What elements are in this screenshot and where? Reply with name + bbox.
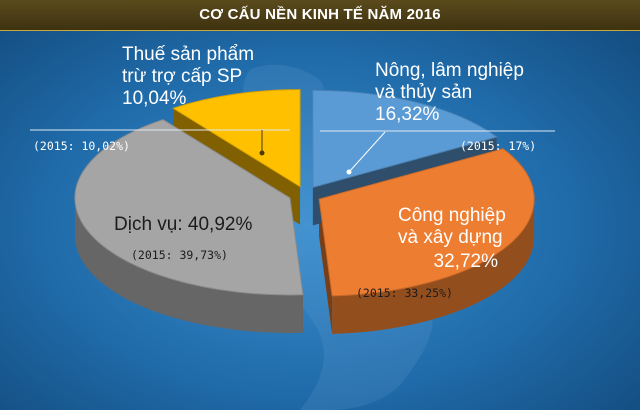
slice-value-cong: 32,72% bbox=[433, 251, 498, 272]
slice-value-nong: 16,32% bbox=[375, 104, 440, 125]
slice-name-thue-2: trừ trợ cấp SP bbox=[122, 66, 243, 87]
pie-side-dich bbox=[74, 197, 303, 333]
pie-slice-nong bbox=[312, 89, 498, 188]
pointer-line-nong bbox=[348, 131, 386, 173]
slice-label-cong: Công nghiệp và xây dựng bbox=[398, 205, 506, 249]
chart-title: CƠ CẤU NỀN KINH TẾ NĂM 2016 bbox=[199, 6, 441, 23]
slice-name-nong-2: và thủy sản bbox=[375, 82, 473, 103]
slice-name-cong-1: Công nghiệp bbox=[398, 205, 506, 226]
header-bar: CƠ CẤU NỀN KINH TẾ NĂM 2016 bbox=[0, 0, 640, 31]
slice-name-cong-2: và xây dựng bbox=[398, 227, 503, 248]
pie-slice-cong bbox=[318, 148, 535, 297]
slice-name-thue-1: Thuế sản phẩm bbox=[122, 44, 255, 65]
pie-slice-dich bbox=[74, 119, 304, 296]
prev-value-cong: (2015: 33,25%) bbox=[356, 286, 453, 300]
slice-label-thue: Thuế sản phẩm trừ trợ cấp SP 10,04% bbox=[122, 44, 254, 110]
prev-value-thue: (2015: 10,02%) bbox=[33, 139, 130, 153]
slice-name-nong-1: Nông, lâm nghiệp bbox=[375, 60, 524, 81]
slice-label-dich: Dịch vụ: 40,92% bbox=[114, 214, 253, 235]
slice-value-thue: 10,04% bbox=[122, 88, 187, 109]
pie-side-cong bbox=[332, 199, 535, 334]
prev-value-nong: (2015: 17%) bbox=[460, 139, 537, 153]
pie-slice-thue bbox=[172, 89, 301, 188]
prev-value-dich: (2015: 39,73%) bbox=[131, 248, 228, 262]
slice-label-nong: Nông, lâm nghiệp và thủy sản 16,32% bbox=[375, 60, 524, 126]
